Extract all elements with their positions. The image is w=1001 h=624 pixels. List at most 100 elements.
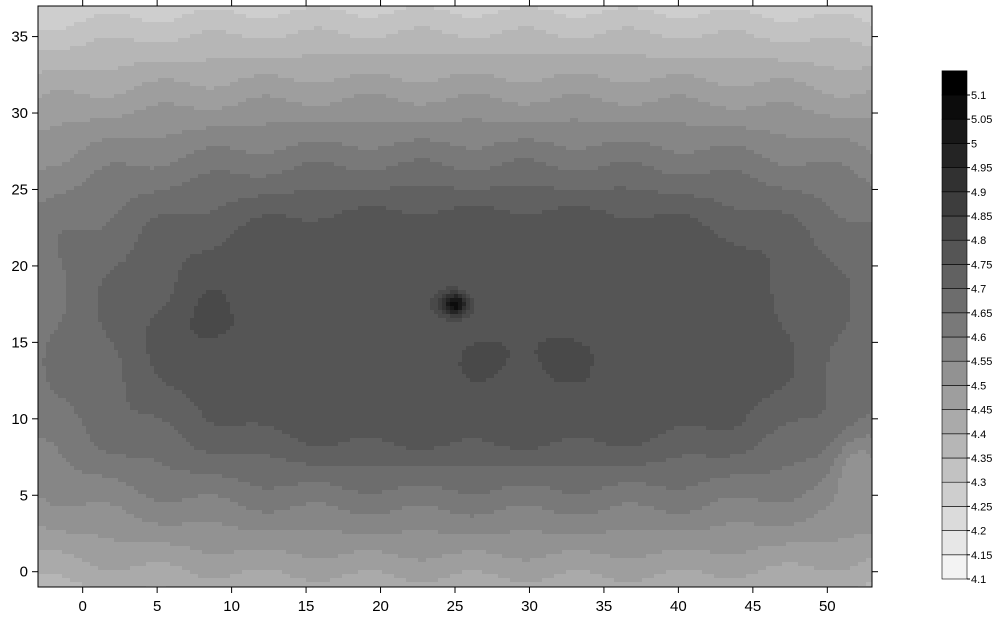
contour-cell (226, 294, 435, 299)
contour-cell (62, 262, 119, 267)
contour-cell (38, 194, 55, 199)
contour-cell (166, 382, 787, 387)
contour-cell (494, 206, 559, 211)
contour-cell (42, 70, 872, 75)
contour-cell (174, 386, 783, 391)
contour-cell (826, 390, 872, 395)
contour-cell (550, 374, 591, 379)
contour-cell (66, 530, 343, 535)
contour-cell (734, 206, 831, 211)
contour-cell (862, 18, 872, 23)
contour-cell (386, 166, 455, 171)
contour-cell (46, 354, 119, 359)
contour-cell (286, 458, 667, 463)
contour-cell (38, 286, 67, 291)
contour-cell (794, 358, 831, 363)
contour-cell (530, 558, 867, 563)
contour-cell (58, 450, 107, 455)
contour-cell (546, 162, 611, 167)
contour-cell (38, 538, 115, 543)
contour-cell (502, 30, 547, 35)
contour-cell (246, 98, 287, 103)
x-tick-label: 25 (447, 598, 464, 615)
contour-cell (182, 390, 775, 395)
contour-cell (754, 522, 795, 527)
contour-cell (38, 342, 47, 347)
contour-cell (558, 34, 595, 39)
contour-cell (38, 78, 159, 83)
contour-cell (538, 354, 595, 359)
contour-cell (834, 94, 851, 99)
contour-cell (438, 578, 511, 583)
contour-cell (142, 18, 175, 23)
contour-cell (282, 170, 663, 175)
contour-cell (470, 294, 775, 299)
contour-cell (666, 430, 775, 435)
contour-cell (38, 238, 59, 243)
contour-cell (38, 142, 91, 147)
contour-cell (138, 234, 231, 239)
contour-cell (794, 522, 872, 527)
contour-cell (430, 26, 519, 31)
contour-cell (834, 494, 872, 499)
contour-cell (38, 250, 59, 255)
contour-cell (330, 578, 407, 583)
contour-cell (338, 506, 403, 511)
contour-cell (770, 286, 851, 291)
contour-cell (462, 370, 499, 375)
contour-cell (290, 10, 347, 15)
contour-cell (430, 138, 519, 143)
contour-cell (114, 94, 263, 99)
contour-cell (38, 382, 51, 387)
contour-cell (42, 362, 123, 367)
contour-cell (126, 90, 823, 95)
contour-cell (770, 470, 831, 475)
contour-cell (70, 158, 179, 163)
contour-cell (246, 14, 279, 19)
contour-cell (262, 94, 271, 99)
contour-cell (830, 354, 872, 359)
contour-cell (38, 290, 67, 295)
contour-cell (822, 478, 839, 483)
contour-cell (434, 294, 443, 299)
contour-cell (398, 486, 443, 491)
contour-cell (654, 166, 851, 171)
contour-cell (390, 186, 455, 191)
contour-cell (846, 322, 872, 327)
contour-cell (546, 554, 611, 559)
contour-cell (506, 506, 543, 511)
contour-cell (534, 350, 591, 355)
contour-cell (234, 322, 783, 327)
contour-cell (194, 314, 235, 319)
contour-cell (46, 350, 119, 355)
contour-cell (826, 394, 872, 399)
legend-label: 4.25 (971, 501, 992, 513)
contour-cell (278, 14, 359, 19)
contour-cell (442, 162, 503, 167)
contour-cell (826, 362, 872, 367)
contour-cell (66, 298, 99, 303)
contour-cell (538, 6, 619, 11)
contour-cell (642, 102, 711, 107)
contour-cell (618, 102, 643, 107)
contour-cell (490, 94, 563, 99)
legend-label: 4.3 (971, 477, 986, 489)
contour-cell (134, 486, 263, 491)
contour-cell (146, 338, 547, 343)
contour-cell (462, 366, 503, 371)
contour-cell (86, 146, 207, 151)
contour-cell (38, 374, 47, 379)
contour-cell (38, 430, 87, 435)
contour-cell (750, 10, 872, 15)
contour-cell (66, 286, 99, 291)
contour-cell (770, 258, 831, 263)
contour-cell (66, 310, 99, 315)
contour-cell (746, 574, 872, 579)
contour-cell (62, 230, 143, 235)
contour-cell (814, 86, 872, 91)
contour-cell (730, 474, 827, 479)
contour-cell (538, 358, 595, 363)
contour-cell (826, 378, 872, 383)
contour-cell (358, 14, 379, 19)
